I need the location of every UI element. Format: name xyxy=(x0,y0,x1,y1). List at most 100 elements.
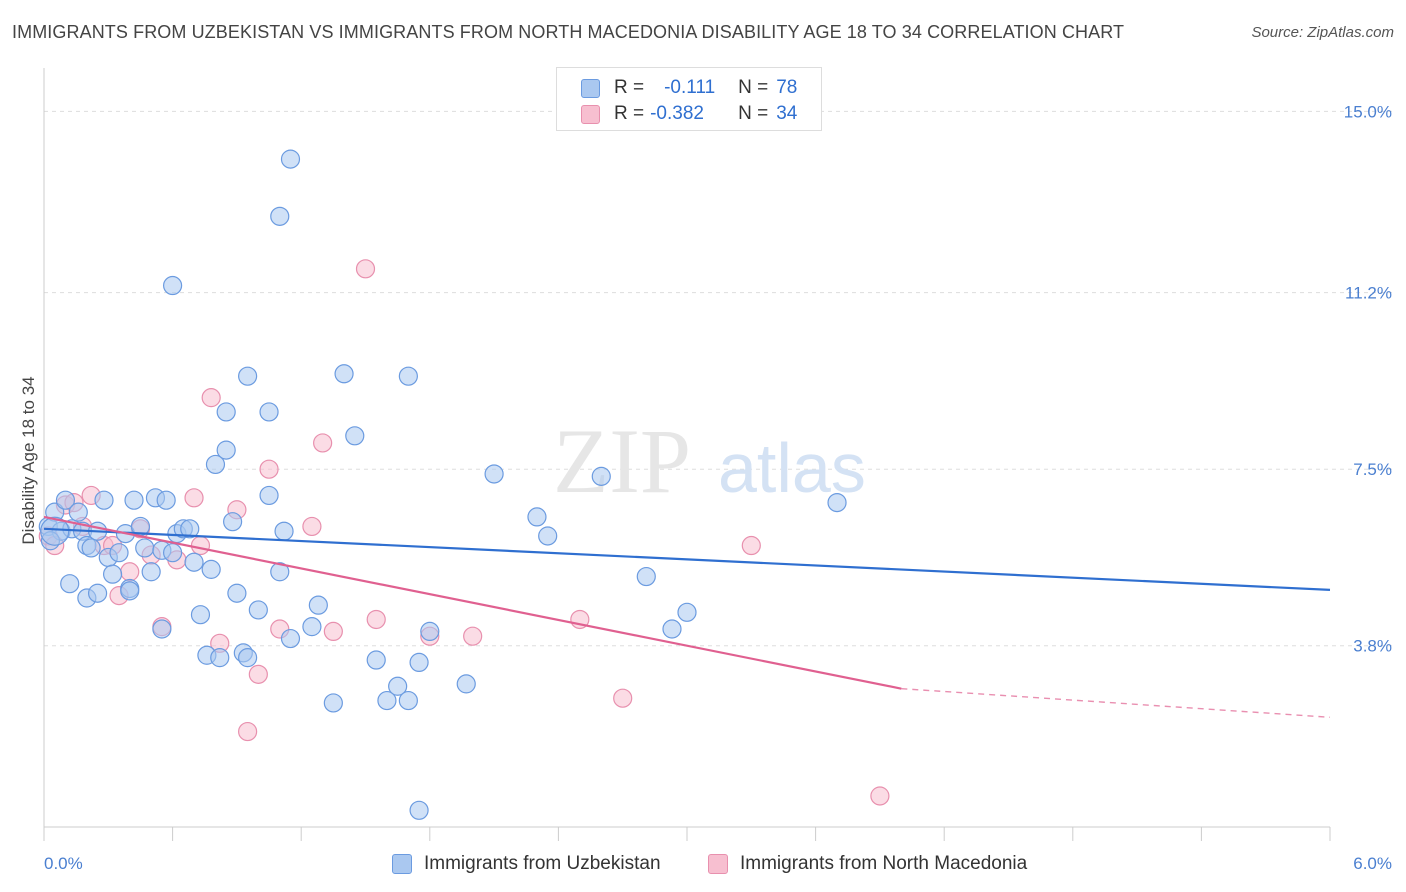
chart-source: Source: ZipAtlas.com xyxy=(1251,24,1394,41)
point-north-macedonia xyxy=(741,535,761,556)
point-uzbekistan xyxy=(152,619,172,639)
bottom-legend-swatch-uzbekistan xyxy=(392,854,412,874)
point-uzbekistan xyxy=(238,366,258,386)
point-uzbekistan xyxy=(60,574,80,594)
point-uzbekistan xyxy=(398,366,418,386)
point-uzbekistan xyxy=(274,521,294,541)
y-tick-label: 11.2% xyxy=(1345,284,1392,303)
legend-swatch-north-macedonia xyxy=(581,104,600,124)
point-uzbekistan xyxy=(420,621,440,642)
point-uzbekistan xyxy=(591,466,611,486)
bottom-legend-label-uzbekistan: Immigrants from Uzbekistan xyxy=(424,853,661,874)
legend-row-uzbekistan: R = -0.111 N = 78 xyxy=(581,76,797,100)
legend-n-value: 34 xyxy=(776,103,798,124)
points-uzbekistan xyxy=(38,149,847,820)
point-uzbekistan xyxy=(223,512,243,532)
bottom-legend-swatch-north-macedonia xyxy=(708,854,728,874)
y-tick-label: 7.5% xyxy=(1353,460,1392,479)
point-uzbekistan xyxy=(280,628,301,649)
point-uzbekistan xyxy=(40,516,70,546)
point-uzbekistan xyxy=(205,454,226,475)
point-north-macedonia xyxy=(259,459,279,479)
point-north-macedonia xyxy=(463,626,483,646)
correlation-legend: R = -0.111 N = 78 R = -0.382 N = 34 xyxy=(556,67,822,131)
legend-r-label: R = xyxy=(614,77,645,98)
trend-layer xyxy=(43,515,1331,718)
point-north-macedonia xyxy=(190,535,211,556)
chart-title: IMMIGRANTS FROM UZBEKISTAN VS IMMIGRANTS… xyxy=(12,22,1125,42)
bottom-legend-north-macedonia: Immigrants from North Macedonia xyxy=(708,850,1027,878)
point-north-macedonia xyxy=(248,664,268,684)
point-uzbekistan xyxy=(190,605,211,625)
x-tick-label: 6.0% xyxy=(1353,854,1392,873)
point-uzbekistan xyxy=(94,490,114,510)
point-uzbekistan xyxy=(124,490,144,510)
point-uzbekistan xyxy=(334,364,354,384)
point-uzbekistan xyxy=(388,676,408,696)
point-uzbekistan xyxy=(201,559,221,579)
point-uzbekistan xyxy=(538,526,558,546)
trend-line-north-macedonia-extension xyxy=(901,687,1331,718)
legend-r-value: -0.382 xyxy=(650,103,704,124)
label-layer: 3.8% 7.5% 11.2% 15.0% 0.0% 6.0% Disability Age… xyxy=(19,102,1392,873)
point-north-macedonia xyxy=(323,621,343,642)
point-uzbekistan xyxy=(409,800,429,820)
point-uzbekistan xyxy=(662,619,682,639)
point-uzbekistan xyxy=(259,402,279,422)
point-uzbekistan xyxy=(141,562,161,582)
point-uzbekistan xyxy=(120,581,140,601)
point-uzbekistan xyxy=(484,464,504,484)
point-uzbekistan xyxy=(238,648,258,668)
point-uzbekistan xyxy=(156,490,176,510)
y-tick-label: 15.0% xyxy=(1344,102,1392,121)
point-uzbekistan xyxy=(377,690,397,711)
point-uzbekistan xyxy=(87,583,108,603)
point-uzbekistan xyxy=(308,595,328,615)
legend-r-label: R = xyxy=(614,103,645,124)
point-north-macedonia xyxy=(201,388,221,408)
point-uzbekistan xyxy=(409,652,429,673)
point-north-macedonia xyxy=(184,488,204,508)
point-uzbekistan xyxy=(677,602,697,622)
bottom-legend-label-north-macedonia: Immigrants from North Macedonia xyxy=(740,853,1028,874)
point-uzbekistan xyxy=(259,485,279,506)
legend-n-label: N = xyxy=(738,103,769,124)
legend-row-north-macedonia: R = -0.382 N = 34 xyxy=(581,102,797,126)
point-uzbekistan xyxy=(109,543,129,563)
point-uzbekistan xyxy=(180,519,200,539)
point-uzbekistan xyxy=(184,552,204,572)
y-axis-title: Disability Age 18 to 34 xyxy=(19,376,38,544)
point-north-macedonia xyxy=(120,562,140,582)
point-uzbekistan xyxy=(270,562,290,582)
point-uzbekistan xyxy=(280,149,301,169)
point-uzbekistan xyxy=(102,564,123,584)
legend-r-value: -0.111 xyxy=(664,77,716,98)
watermark: ZIP atlas xyxy=(553,410,866,512)
point-uzbekistan xyxy=(366,650,386,670)
point-north-macedonia xyxy=(613,688,633,708)
bottom-legend-uzbekistan: Immigrants from Uzbekistan xyxy=(392,850,661,878)
point-uzbekistan xyxy=(216,402,236,422)
watermark-zip: ZIP xyxy=(553,410,691,512)
points-north-macedonia xyxy=(38,259,890,806)
point-uzbekistan xyxy=(398,690,418,711)
point-north-macedonia xyxy=(355,259,376,279)
watermark-atlas: atlas xyxy=(718,429,866,507)
point-north-macedonia xyxy=(302,516,322,537)
point-uzbekistan xyxy=(81,538,101,558)
point-uzbekistan xyxy=(210,648,230,668)
y-tick-label: 3.8% xyxy=(1353,637,1392,656)
legend-n-label: N = xyxy=(738,77,769,98)
point-north-macedonia xyxy=(238,721,258,742)
point-uzbekistan xyxy=(135,538,155,558)
point-uzbekistan xyxy=(227,583,247,603)
point-uzbekistan xyxy=(163,543,183,563)
point-uzbekistan xyxy=(55,490,76,510)
point-uzbekistan xyxy=(527,507,547,527)
point-uzbekistan xyxy=(302,617,322,637)
point-uzbekistan xyxy=(323,693,343,713)
trend-line-north-macedonia xyxy=(43,515,902,690)
point-uzbekistan xyxy=(163,275,183,296)
point-north-macedonia xyxy=(366,609,386,630)
